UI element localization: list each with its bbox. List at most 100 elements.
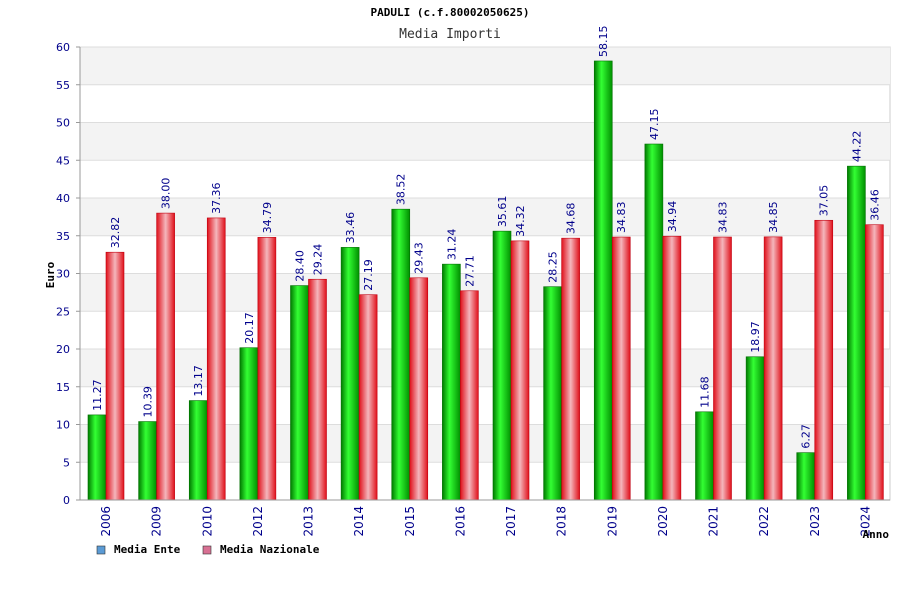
y-tick-label: 15 xyxy=(56,381,70,394)
value-label-media-ente-2013: 28.40 xyxy=(294,250,307,282)
chart-subtitle: Media Importi xyxy=(399,27,501,42)
bar-media-nazionale-2018 xyxy=(561,237,580,501)
y-tick-label: 40 xyxy=(56,192,70,205)
value-label-media-nazionale-2019: 34.83 xyxy=(615,202,628,234)
bar-media-nazionale-2024 xyxy=(865,224,884,501)
x-tick-label-2021: 2021 xyxy=(707,506,721,537)
y-tick-label: 25 xyxy=(56,305,70,318)
x-tick-label-2015: 2015 xyxy=(403,506,417,537)
value-label-media-ente-2016: 31.24 xyxy=(445,229,458,261)
y-tick-label: 60 xyxy=(56,41,70,54)
grid-band xyxy=(80,122,890,161)
legend-label-media-nazionale: Media Nazionale xyxy=(220,543,320,556)
y-tick-label: 35 xyxy=(56,230,70,243)
x-tick-label-2024: 2024 xyxy=(858,506,872,537)
bar-media-ente-2023 xyxy=(796,452,816,501)
y-axis-label: Euro xyxy=(44,261,57,288)
value-label-media-nazionale-2016: 27.71 xyxy=(463,255,476,287)
value-label-media-nazionale-2006: 32.82 xyxy=(109,217,122,249)
value-label-media-nazionale-2013: 29.24 xyxy=(312,244,325,276)
bar-media-nazionale-2013 xyxy=(308,278,327,501)
bar-media-nazionale-2021 xyxy=(713,236,732,501)
value-label-media-ente-2019: 58.15 xyxy=(597,25,610,57)
x-axis-ticks: 2006 2009 2010 2012 2013 2014 2015 2016 2017 2018… xyxy=(99,506,872,537)
bar-media-nazionale-2019 xyxy=(611,236,631,501)
value-label-media-ente-2023: 6.27 xyxy=(800,424,813,449)
value-label-media-nazionale-2010: 37.36 xyxy=(210,182,223,214)
bar-media-nazionale-2016 xyxy=(460,290,479,501)
bar-media-ente-2024 xyxy=(847,165,866,501)
x-tick-label-2014: 2014 xyxy=(352,506,366,537)
x-tick-label-2022: 2022 xyxy=(757,506,771,537)
bar-media-ente-2015 xyxy=(391,208,411,501)
x-tick-label-2012: 2012 xyxy=(251,506,265,537)
value-label-media-ente-2017: 35.61 xyxy=(496,196,509,228)
x-tick-label-2023: 2023 xyxy=(808,506,822,537)
value-label-media-nazionale-2015: 29.43 xyxy=(413,242,426,274)
bar-media-ente-2014 xyxy=(340,247,360,501)
legend-swatch-media-ente xyxy=(96,545,106,555)
value-labels: 11.27 32.82 10.39 38.00 13.17 37.36 20.17 34.79… xyxy=(91,25,881,448)
value-label-media-nazionale-2018: 34.68 xyxy=(565,203,578,235)
value-label-media-nazionale-2017: 34.32 xyxy=(514,205,527,237)
bar-media-ente-2019 xyxy=(593,60,613,501)
bar-media-ente-2020 xyxy=(644,143,664,501)
y-tick-label: 55 xyxy=(56,79,70,92)
y-tick-label: 45 xyxy=(56,154,70,167)
bar-media-nazionale-2020 xyxy=(662,235,682,501)
x-tick-label-2016: 2016 xyxy=(453,506,467,537)
bar-media-nazionale-2006 xyxy=(105,251,125,501)
value-label-media-nazionale-2014: 27.19 xyxy=(362,259,375,291)
value-label-media-ente-2020: 47.15 xyxy=(648,109,661,141)
value-label-media-nazionale-2020: 34.94 xyxy=(666,201,679,233)
value-label-media-ente-2012: 20.17 xyxy=(243,312,256,344)
bar-media-nazionale-2022 xyxy=(763,236,783,501)
x-tick-label-2010: 2010 xyxy=(200,506,214,537)
bar-media-nazionale-2015 xyxy=(409,277,429,501)
bar-media-nazionale-2023 xyxy=(814,219,834,501)
bar-media-ente-2012 xyxy=(239,347,259,501)
y-tick-label: 20 xyxy=(56,343,70,356)
y-tick-label: 0 xyxy=(63,494,70,507)
x-tick-label-2019: 2019 xyxy=(605,506,619,537)
bars xyxy=(87,60,884,501)
y-tick-label: 30 xyxy=(56,268,70,281)
y-axis-ticks: 0 5 10 15 20 25 30 35 40 45 50 55 60 xyxy=(56,41,80,507)
value-label-media-ente-2021: 11.68 xyxy=(699,376,712,408)
bar-media-ente-2010 xyxy=(188,400,208,501)
bar-media-ente-2018 xyxy=(543,286,562,501)
bar-media-ente-2006 xyxy=(87,414,107,501)
bar-media-nazionale-2010 xyxy=(206,217,226,501)
x-tick-label-2006: 2006 xyxy=(99,506,113,537)
grid-band xyxy=(80,47,890,85)
x-tick-label-2013: 2013 xyxy=(302,506,316,537)
value-label-media-nazionale-2022: 34.85 xyxy=(767,201,780,233)
y-tick-label: 50 xyxy=(56,117,70,130)
value-label-media-ente-2024: 44.22 xyxy=(850,131,863,163)
bar-media-nazionale-2012 xyxy=(257,237,277,501)
bar-media-ente-2017 xyxy=(492,230,512,501)
value-label-media-ente-2010: 13.17 xyxy=(192,365,205,397)
value-label-media-nazionale-2024: 36.46 xyxy=(868,189,881,221)
value-label-media-nazionale-2012: 34.79 xyxy=(261,202,274,234)
x-tick-label-2009: 2009 xyxy=(150,506,164,537)
legend-label-media-ente: Media Ente xyxy=(114,543,181,556)
legend: Media Ente Media Nazionale xyxy=(96,543,320,556)
value-label-media-ente-2022: 18.97 xyxy=(749,321,762,353)
bar-media-ente-2013 xyxy=(290,285,309,501)
value-label-media-ente-2006: 11.27 xyxy=(91,379,104,411)
value-label-media-nazionale-2009: 38.00 xyxy=(160,178,173,210)
bar-media-nazionale-2009 xyxy=(156,212,175,501)
bar-media-ente-2021 xyxy=(695,411,714,501)
x-tick-label-2018: 2018 xyxy=(555,506,569,537)
value-label-media-nazionale-2023: 37.05 xyxy=(818,185,831,217)
bar-media-ente-2016 xyxy=(442,263,461,501)
value-label-media-ente-2018: 28.25 xyxy=(547,251,560,283)
legend-swatch-media-nazionale xyxy=(202,545,212,555)
value-label-media-ente-2009: 10.39 xyxy=(142,386,155,418)
x-axis-label: Anno xyxy=(863,528,890,541)
y-tick-label: 10 xyxy=(56,419,70,432)
value-label-media-ente-2015: 38.52 xyxy=(395,174,408,206)
bar-media-ente-2009 xyxy=(138,421,157,501)
